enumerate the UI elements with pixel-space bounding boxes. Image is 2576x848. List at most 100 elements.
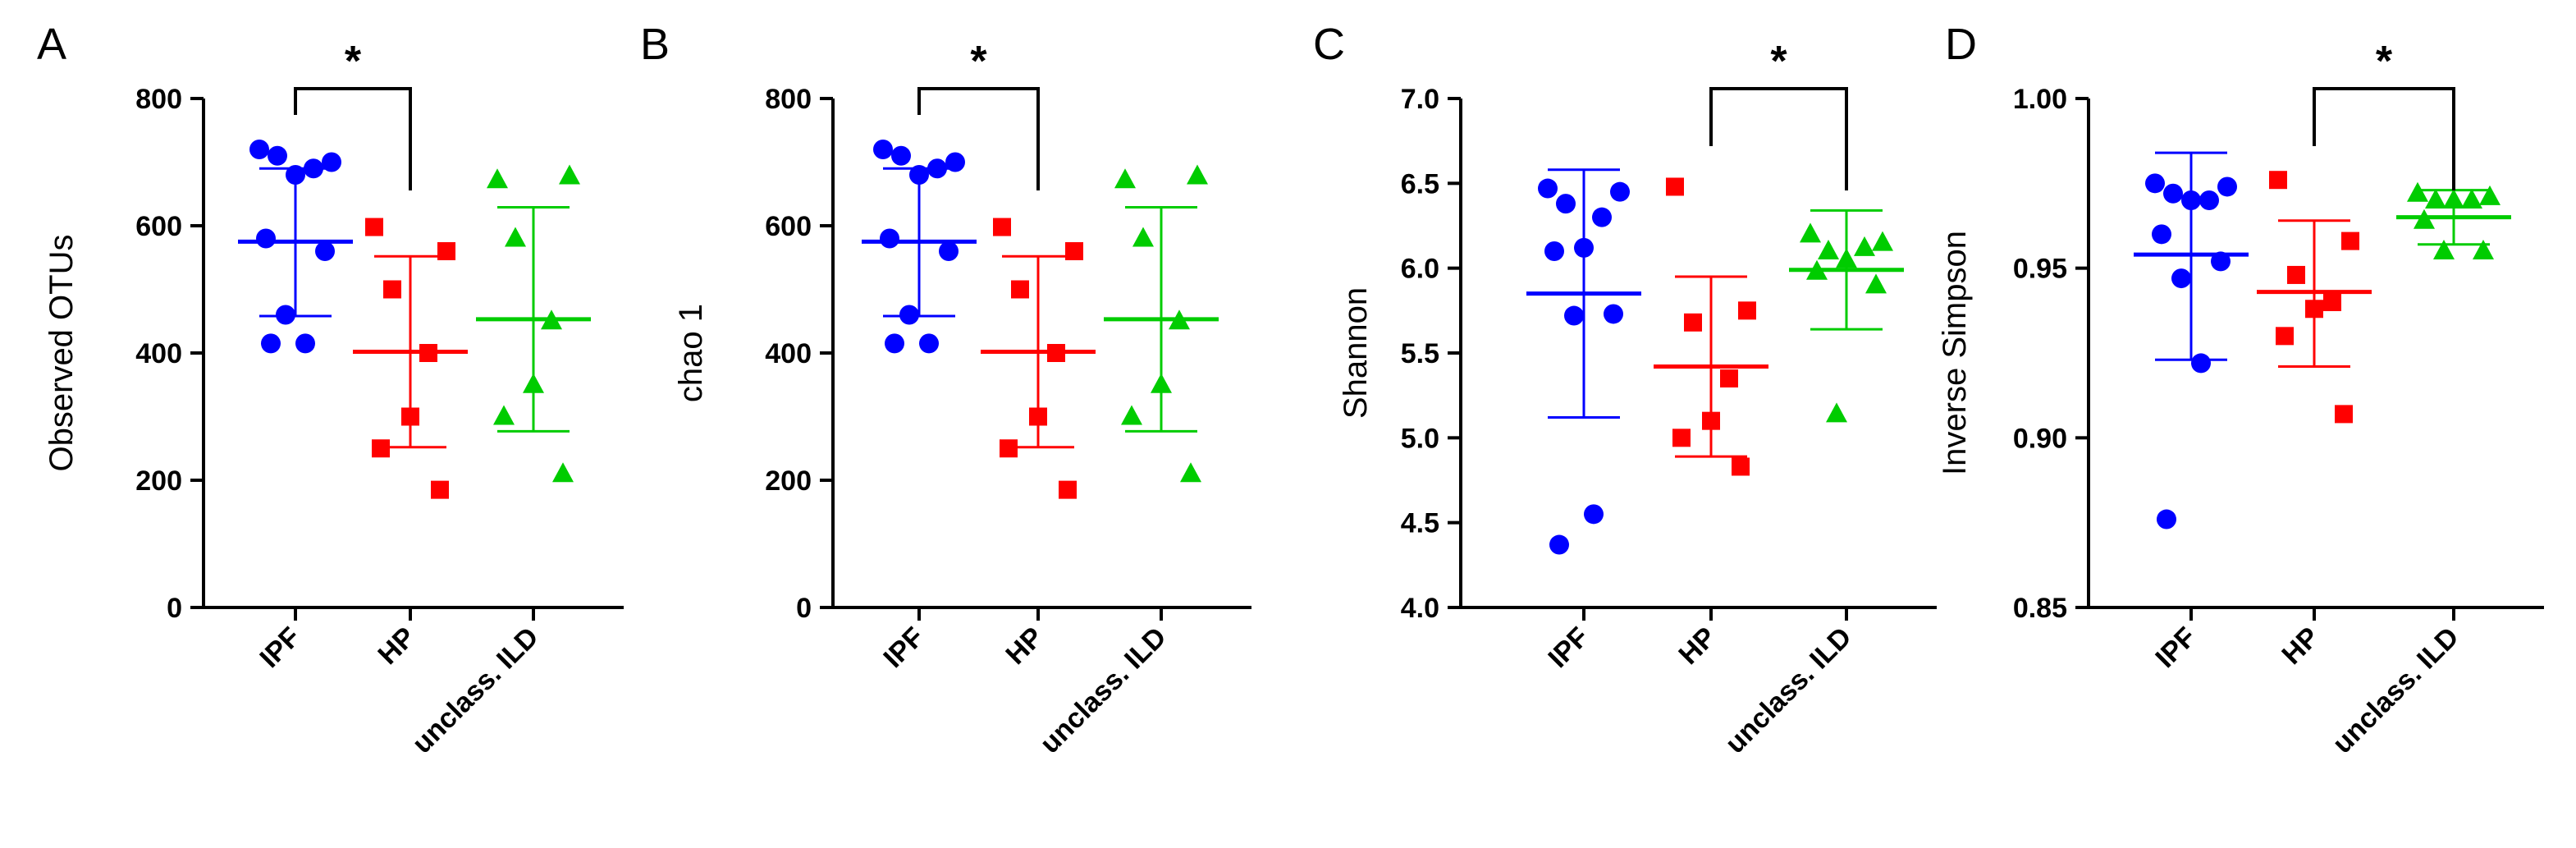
data-point [1826,402,1847,423]
data-point [2414,209,2435,229]
data-point [286,165,305,185]
x-category-label: HP [1000,621,1049,671]
y-tick-label: 4.0 [1401,593,1439,624]
data-point [1029,407,1047,426]
x-category-label: unclass. ILD [1719,621,1857,759]
data-point [1169,309,1190,330]
x-category-label: IPF [877,621,930,674]
panel-letter: A [37,20,66,69]
data-point [437,242,455,260]
y-tick-label: 5.0 [1401,423,1439,454]
data-point [2323,293,2341,311]
series-hp [353,218,468,499]
data-point [304,158,323,179]
series-unclassild [1789,209,1904,423]
data-point [2335,405,2353,424]
data-point [419,344,437,362]
x-category-label: HP [372,621,421,671]
significance-bracket [1709,87,1848,190]
series-hp [981,218,1096,499]
y-tick-label: 800 [135,84,182,115]
significance-bracket [294,87,412,190]
data-point [1854,236,1875,256]
data-point [885,333,904,354]
data-point [1121,405,1142,425]
series-unclassild [2396,181,2511,259]
data-point [1702,411,1720,430]
data-point [880,228,899,249]
data-point [945,152,965,172]
data-point [2425,189,2446,209]
panel-letter: B [640,20,670,69]
data-point [2473,240,2494,259]
data-point [1818,240,1839,259]
data-point [2443,189,2464,209]
y-tick-label: 0.90 [2013,423,2067,454]
series-unclassild [1104,164,1219,483]
data-point [2145,173,2165,194]
data-point [1065,242,1083,260]
data-point [552,462,574,483]
x-category-label: IPF [254,621,306,674]
data-point [1584,504,1604,525]
data-point [899,305,919,325]
y-tick-label: 6.5 [1401,168,1439,199]
data-point [1604,304,1623,324]
y-tick-label: 6.0 [1401,254,1439,285]
data-point [2191,353,2211,374]
x-category-label: IPF [2149,621,2202,674]
data-point [993,218,1011,236]
data-point [1564,305,1584,326]
data-point [1180,462,1201,483]
data-point [1836,248,1857,268]
data-point [2461,189,2482,209]
data-point [1132,227,1154,247]
y-tick-label: 400 [765,338,812,369]
data-point [2199,190,2219,210]
data-point [873,140,893,159]
y-tick-label: 200 [765,465,812,497]
data-point [1738,301,1756,320]
y-tick-label: 600 [135,211,182,242]
data-point [1556,194,1576,214]
data-point [1872,231,1893,251]
data-point [2211,251,2231,272]
data-point [891,145,911,166]
series-ipf [1526,168,1641,555]
series-ipf [238,140,353,354]
x-category-label: HP [1672,621,1722,671]
y-axis-label: Shannon [1338,287,1374,419]
panel-letter: D [1945,20,1977,69]
significance-label: * [1770,38,1787,85]
data-point [2163,183,2183,204]
data-point [2287,265,2305,284]
x-category-label: HP [2276,621,2325,671]
data-point [2305,300,2323,319]
data-point [261,333,281,354]
y-tick-label: 600 [765,211,812,242]
data-point [256,228,276,249]
y-tick-label: 800 [765,84,812,115]
y-tick-label: 5.5 [1401,338,1439,369]
y-tick-label: 0 [167,593,182,624]
series-ipf [862,140,977,354]
y-tick-label: 0.95 [2013,254,2067,285]
data-point [1592,207,1612,227]
data-point [1610,181,1630,202]
y-tick-label: 0 [796,593,812,624]
series-hp [2257,171,2372,424]
significance-bracket [917,87,1040,190]
data-point [1538,178,1558,199]
significance-label: * [970,38,987,85]
data-point [919,333,939,354]
panel-C: C Shannon 4.0 4.5 5.0 5.5 6.0 6.5 7.0 IPF HPunclas… [1313,20,1937,759]
data-point [2157,509,2176,529]
data-point [523,373,544,393]
series-unclassild [476,164,591,483]
data-point [1011,280,1029,299]
data-point [505,227,526,247]
data-point [1865,273,1887,294]
y-axis-label: chao 1 [673,304,709,402]
data-point [1732,457,1750,476]
data-point [1544,241,1564,261]
